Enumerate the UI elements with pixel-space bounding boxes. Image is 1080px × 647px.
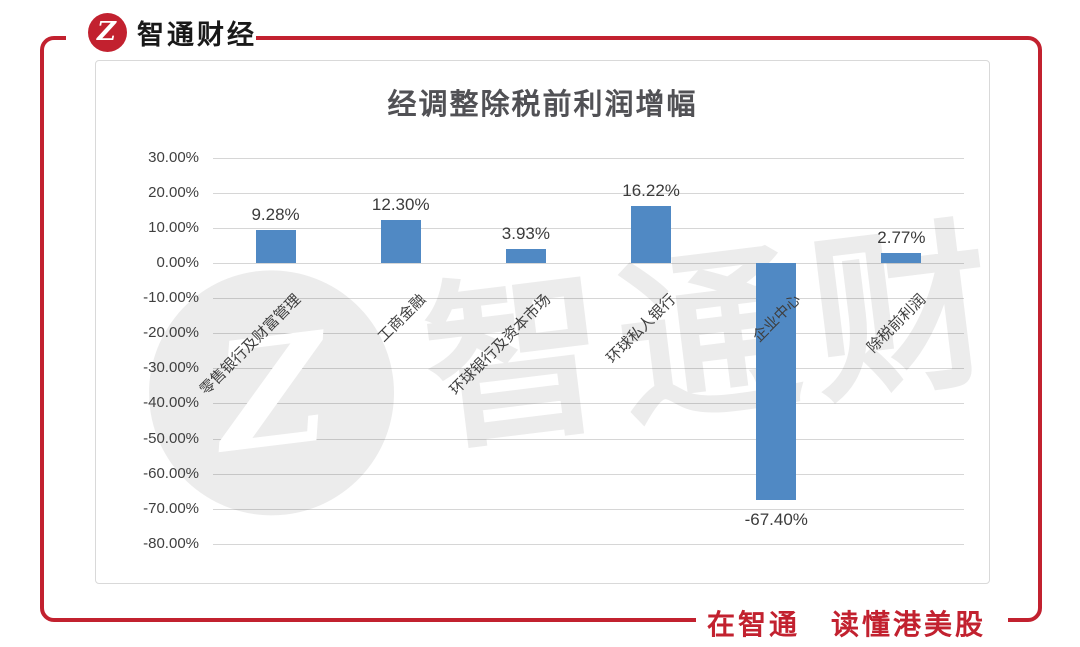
bar-value-label: 12.30%: [371, 194, 430, 214]
y-axis-tick-label: -50.00%: [143, 429, 199, 447]
category-label: 零售银行及财富管理: [196, 291, 304, 399]
bar-value-label: 9.28%: [251, 205, 300, 225]
bar-value-label: 3.93%: [501, 224, 550, 244]
bar: [631, 206, 672, 263]
y-axis-tick-label: -80.00%: [143, 534, 199, 552]
bar: [255, 230, 296, 263]
gridline: [213, 192, 964, 194]
bar-value-label: 16.22%: [622, 181, 680, 201]
gridline: [213, 403, 964, 405]
gridline: [213, 473, 964, 475]
y-axis-tick-label: 10.00%: [148, 218, 199, 236]
y-axis-tick-label: -70.00%: [143, 499, 199, 517]
logo-icon: Z: [88, 13, 127, 52]
gridline: [213, 157, 964, 159]
gridline: [213, 368, 964, 370]
category-label: 除税前利润: [864, 291, 930, 357]
bar-value-label: -67.40%: [744, 509, 808, 529]
y-axis-tick-label: -40.00%: [143, 394, 199, 412]
bar: [756, 263, 797, 500]
frame-gap-bottom: [696, 616, 1008, 628]
y-axis-tick-label: -30.00%: [143, 359, 199, 377]
gridline: [213, 298, 964, 300]
y-axis-tick-label: -20.00%: [143, 324, 199, 342]
bar: [881, 253, 922, 263]
y-axis-tick-label: -60.00%: [143, 464, 199, 482]
slogan: 在智通 读懂港美股: [707, 609, 987, 640]
chart-title: 经调整除税前利润增幅: [387, 89, 698, 121]
gridline: [213, 508, 964, 510]
logo-z-glyph: Z: [97, 16, 116, 47]
bar: [505, 249, 546, 263]
y-axis-tick-label: 20.00%: [148, 183, 199, 201]
category-label: 环球私人银行: [603, 291, 680, 367]
gridline: [213, 227, 964, 229]
y-axis-tick-label: 0.00%: [156, 254, 199, 271]
gridline: [213, 543, 964, 545]
y-axis-tick-label: 30.00%: [148, 148, 199, 166]
brand-logo: Z 智通财经: [88, 13, 257, 52]
gridline: [213, 263, 964, 264]
chart-panel: 经调整除税前利润增幅 Z 智通财经 30.00% 20.00% 10.00% 0.00…: [95, 60, 990, 584]
decorative-frame: [40, 36, 1042, 622]
bar: [380, 219, 421, 263]
brand-name: 智通财经: [137, 20, 257, 50]
category-label: 环球银行及资本市场: [446, 291, 555, 399]
gridline: [213, 333, 964, 335]
y-axis-tick-label: -10.00%: [143, 289, 199, 307]
gridline: [213, 438, 964, 440]
bar-value-label: 2.77%: [877, 228, 926, 248]
